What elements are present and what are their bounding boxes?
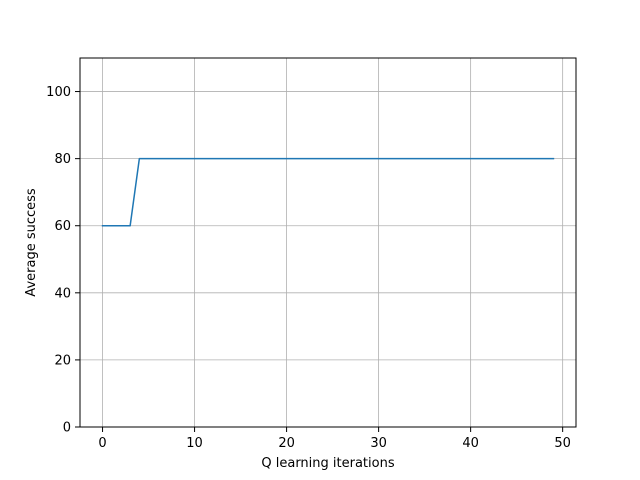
x-tick-label: 50	[554, 436, 571, 451]
series-line	[101, 157, 555, 227]
y-tick-label: 60	[54, 219, 71, 234]
x-tick-label: 40	[462, 436, 479, 451]
x-tick-label: 0	[98, 436, 106, 451]
y-tick-label: 80	[54, 152, 71, 167]
y-tick-label: 100	[46, 85, 71, 100]
y-axis-label: Average success	[24, 188, 39, 297]
axes-frame	[79, 57, 577, 428]
y-tick-label: 40	[54, 286, 71, 301]
x-tick-label: 20	[278, 436, 295, 451]
x-tick-label: 10	[186, 436, 203, 451]
tick-marks: 0 10 20 30 40 50 0 20 40 60 80 100	[46, 85, 571, 451]
y-tick-label: 0	[63, 421, 71, 436]
y-tick-label: 20	[54, 353, 71, 368]
x-tick-label: 30	[370, 436, 387, 451]
x-axis-label: Q learning iterations	[261, 456, 394, 471]
series-layer	[101, 157, 555, 227]
